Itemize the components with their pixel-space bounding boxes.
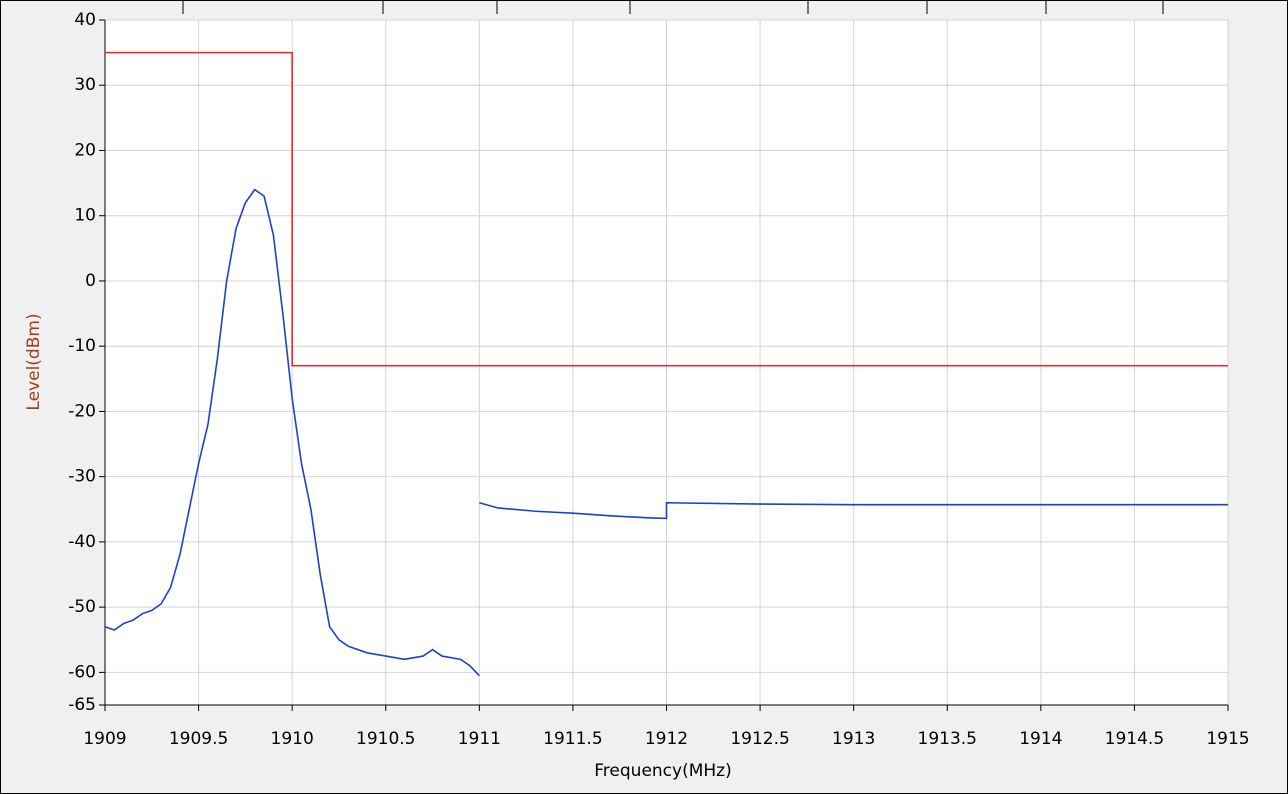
- x-tick-label: 1910: [271, 729, 314, 749]
- series-line: [105, 51, 1228, 367]
- x-tick-label: 1911.5: [543, 729, 602, 749]
- x-tick-label: 1910.5: [356, 729, 415, 749]
- y-axis-label: Level(dBm): [24, 313, 44, 410]
- x-tick-label: 1914: [1019, 729, 1062, 749]
- x-tick-label: 1913: [832, 729, 875, 749]
- y-tick-label: -60: [68, 662, 96, 682]
- y-tick-label: 10: [74, 206, 96, 226]
- y-tick-label: -50: [68, 597, 96, 617]
- y-tick-label: -40: [68, 532, 96, 552]
- y-tick-label: 20: [74, 140, 96, 160]
- y-tick-label: -30: [68, 467, 96, 487]
- x-tick-label: 1912: [645, 729, 688, 749]
- y-tick-label: 30: [74, 75, 96, 95]
- x-tick-label: 1914.5: [1105, 729, 1164, 749]
- x-tick-label: 1909.5: [169, 729, 228, 749]
- x-axis-label: Frequency(MHz): [594, 761, 731, 781]
- y-tick-label: -10: [68, 336, 96, 356]
- header-dividers: [182, 0, 1164, 14]
- x-tick-label: 1911: [458, 729, 501, 749]
- x-tick-label: 1912.5: [730, 729, 789, 749]
- x-tick-label: 1915: [1206, 729, 1249, 749]
- series-line: [104, 188, 480, 677]
- x-tick-label: 1913.5: [918, 729, 977, 749]
- y-tick-label: 0: [85, 271, 96, 291]
- y-tick-label: -65: [68, 695, 96, 715]
- y-tick-label: 40: [74, 10, 96, 30]
- x-tick-label: 1909: [83, 729, 126, 749]
- y-tick-label: -20: [68, 401, 96, 421]
- series-line: [479, 501, 1228, 520]
